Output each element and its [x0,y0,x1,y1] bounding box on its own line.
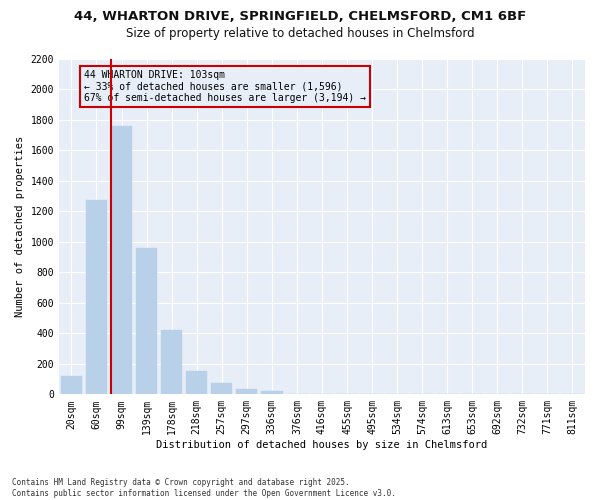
Y-axis label: Number of detached properties: Number of detached properties [15,136,25,318]
Bar [236,389,257,394]
Bar [136,248,157,394]
Text: Contains HM Land Registry data © Crown copyright and database right 2025.
Contai: Contains HM Land Registry data © Crown c… [12,478,396,498]
Bar [161,330,182,394]
Bar [186,370,208,394]
Bar [111,126,132,394]
Bar [86,200,107,394]
Text: 44, WHARTON DRIVE, SPRINGFIELD, CHELMSFORD, CM1 6BF: 44, WHARTON DRIVE, SPRINGFIELD, CHELMSFO… [74,10,526,23]
Bar [211,383,232,394]
Bar [61,376,82,394]
Text: 44 WHARTON DRIVE: 103sqm
← 33% of detached houses are smaller (1,596)
67% of sem: 44 WHARTON DRIVE: 103sqm ← 33% of detach… [84,70,366,103]
Text: Size of property relative to detached houses in Chelmsford: Size of property relative to detached ho… [125,28,475,40]
X-axis label: Distribution of detached houses by size in Chelmsford: Distribution of detached houses by size … [157,440,488,450]
Bar [261,392,283,394]
